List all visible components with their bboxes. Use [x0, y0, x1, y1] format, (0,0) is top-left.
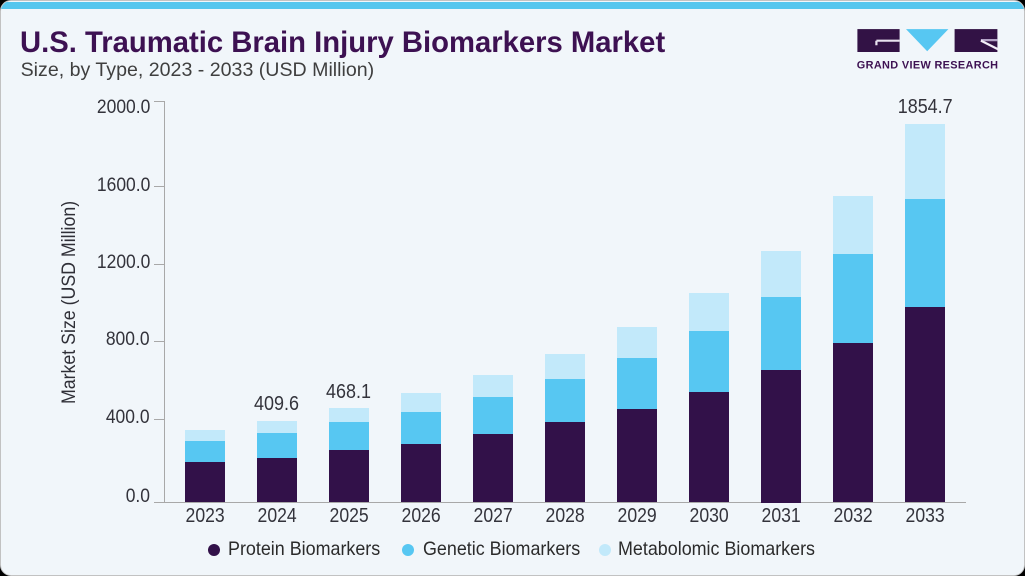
svg-text:GRAND VIEW RESEARCH: GRAND VIEW RESEARCH: [857, 59, 999, 71]
